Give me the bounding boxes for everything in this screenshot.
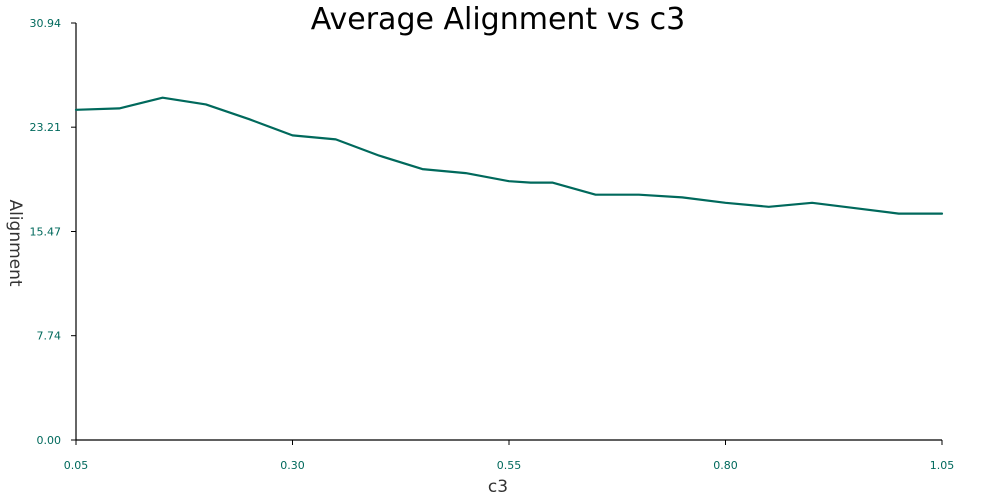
y-tick-label: 7.74 [37, 330, 62, 343]
y-axis-label: Alignment [5, 199, 25, 286]
x-axis-label: c3 [488, 477, 508, 497]
x-tick-label: 0.80 [713, 459, 738, 472]
series-layer [74, 96, 944, 215]
x-tick-label: 1.05 [930, 459, 955, 472]
x-tick-label: 0.05 [64, 459, 89, 472]
x-axis-ticks: 0.05 0.30 0.55 0.80 1.05 [64, 440, 955, 472]
axes [75, 23, 942, 441]
y-axis-ticks: 0.00 7.74 15.47 23.21 30.94 [30, 17, 76, 447]
y-tick-label: 0.00 [37, 434, 62, 447]
x-tick-label: 0.55 [497, 459, 522, 472]
x-tick-label: 0.30 [280, 459, 305, 472]
y-tick-label: 30.94 [30, 17, 62, 30]
chart-title: Average Alignment vs c3 [311, 2, 685, 37]
y-tick-label: 23.21 [30, 121, 62, 134]
y-tick-label: 15.47 [30, 226, 62, 239]
series-line [74, 96, 944, 215]
